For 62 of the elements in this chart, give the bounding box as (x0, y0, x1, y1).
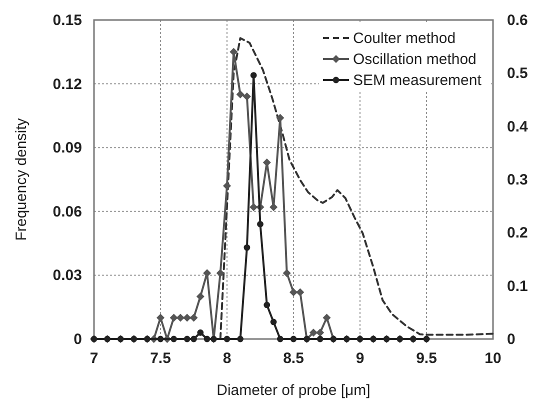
legend-label: SEM measurement (353, 72, 482, 89)
point (230, 48, 238, 56)
y-tick-label: 0.15 (52, 12, 82, 29)
y2-tick-label: 0 (507, 331, 516, 348)
point (190, 336, 197, 342)
y2-tick-label: 0.3 (507, 172, 528, 188)
point (262, 158, 271, 166)
y-tick-label: 0 (74, 331, 82, 348)
x-tick-label: 9 (356, 350, 364, 367)
point (224, 336, 230, 342)
point (296, 288, 304, 296)
y-tick-label: 0.12 (52, 76, 82, 93)
x-tick-label: 9.5 (416, 350, 437, 367)
y2-tick-label: 0.1 (507, 278, 528, 295)
y-axis-title: Frequency density (13, 118, 30, 241)
point (197, 329, 204, 336)
y2-tick-label: 0.4 (507, 118, 529, 136)
point (176, 314, 184, 322)
point (316, 328, 324, 337)
point (242, 92, 251, 101)
x-axis-title: Diameter of probe [μm] (216, 382, 370, 399)
point (257, 220, 264, 228)
point (204, 336, 210, 342)
point (290, 288, 298, 296)
point (309, 328, 318, 337)
point (270, 203, 278, 212)
point (183, 314, 192, 322)
point (216, 269, 224, 278)
point (276, 114, 284, 122)
point (170, 336, 177, 342)
point (170, 314, 178, 322)
y-tick-label: 0.06 (52, 203, 82, 220)
y-tick-label: 0.09 (52, 140, 82, 157)
point (190, 314, 198, 322)
y2-tick-label: 0.6 (507, 12, 528, 29)
y-tick-label: 0.03 (52, 267, 82, 284)
point (264, 302, 270, 308)
point (270, 318, 277, 326)
point (156, 314, 164, 322)
y2-tick-label: 0.2 (507, 224, 528, 242)
point (322, 314, 331, 322)
point (250, 203, 258, 212)
point (157, 336, 164, 342)
point (290, 336, 297, 342)
x-tick-label: 8.5 (283, 350, 304, 367)
point (316, 336, 324, 342)
legend-label: Oscillation method (353, 51, 476, 68)
x-tick-label: 7.5 (150, 350, 171, 367)
x-tick-label: 8 (222, 350, 232, 367)
point (250, 72, 257, 78)
point (223, 182, 231, 190)
legend-label: Coulter method (353, 30, 456, 47)
x-tick-label: 10 (484, 350, 502, 367)
point (282, 269, 291, 278)
point (236, 90, 244, 98)
y2-tick-label: 0.5 (507, 65, 528, 82)
x-tick-label: 7 (90, 350, 98, 367)
point (196, 292, 204, 300)
point (277, 336, 284, 342)
point (244, 244, 250, 251)
point (237, 336, 244, 342)
point (184, 336, 190, 342)
